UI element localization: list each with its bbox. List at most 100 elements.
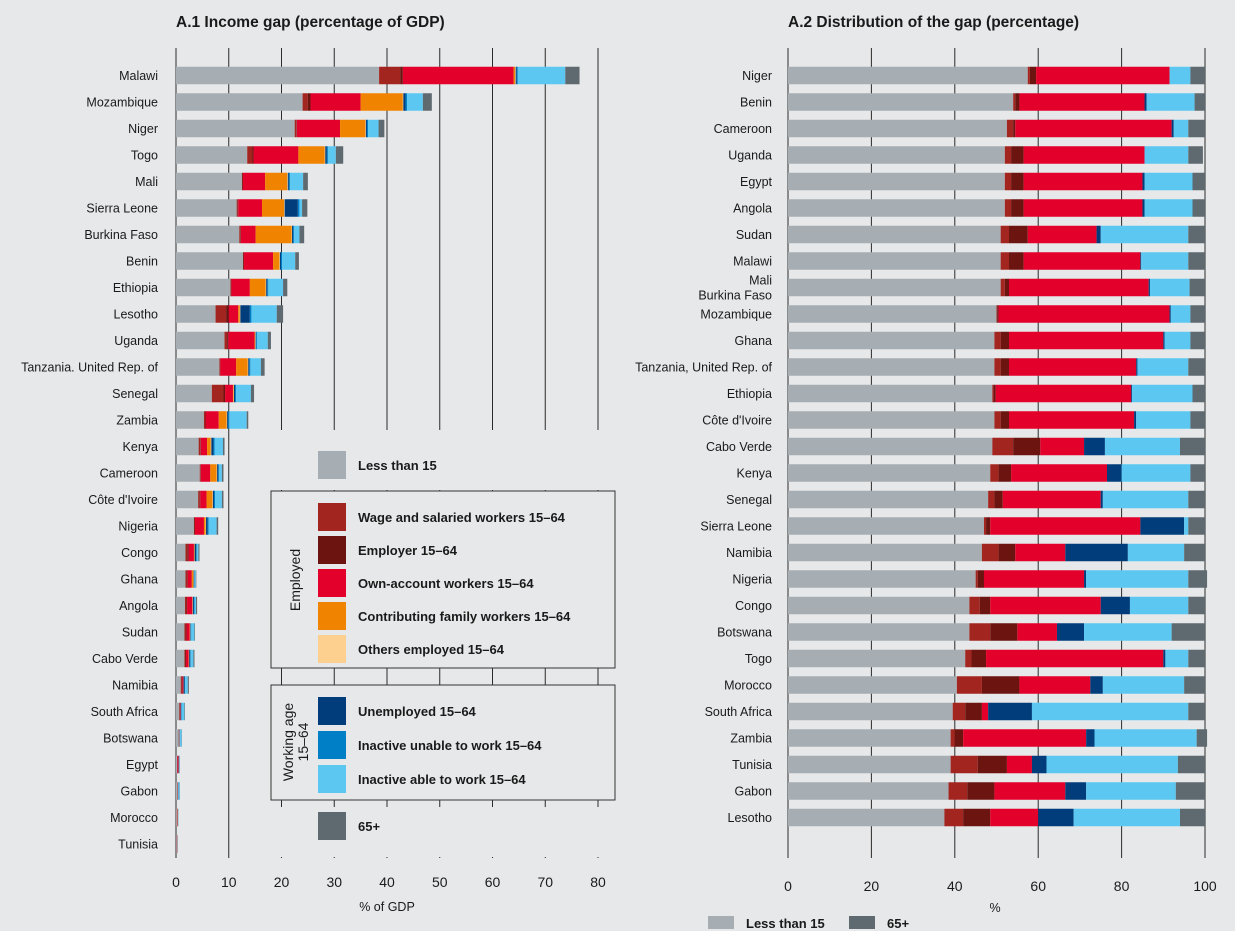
bar-segment-g65 (303, 172, 308, 191)
category-label-line: Botswana (717, 626, 772, 640)
bar-segment-wage (203, 411, 206, 429)
category-label: Ghana (120, 573, 158, 587)
bar-segment-unemployed (1134, 411, 1137, 429)
x-tick-label: 40 (947, 878, 963, 894)
bar-segment-wage (1004, 172, 1012, 191)
category-label-line: Botswana (103, 732, 158, 746)
bar-row-cameroon (788, 119, 1205, 138)
category-label-line: Senegal (726, 493, 772, 507)
bar-segment-family (360, 93, 403, 111)
bar-segment-own (995, 384, 1132, 403)
bar-segment-unemployed (217, 464, 219, 482)
category-label-line: Cameroon (714, 122, 772, 136)
legend2-label-less-than-15: Less than 15 (746, 916, 825, 931)
bar-segment-able (229, 411, 247, 429)
bar-segment-able (181, 702, 185, 721)
bar-segment-own (1023, 199, 1143, 217)
category-label: Congo (121, 546, 158, 560)
bar-segment-own (1017, 623, 1057, 641)
bar-segment-unemployed (1140, 252, 1142, 270)
bar-segment-employer (993, 384, 996, 403)
bar-segment-employer (243, 252, 245, 270)
category-label: Niger (742, 69, 772, 83)
bar-segment-able (299, 199, 303, 217)
bar-segment-unemployed (1163, 331, 1165, 350)
bar-row-tanzania-united-rep-of (788, 358, 1205, 376)
bar-segment-own (242, 172, 266, 191)
bar-segment-g65 (1190, 331, 1205, 350)
bar-segment-employer (994, 490, 1003, 509)
bar-segment-able (282, 252, 296, 270)
bar-segment-unemployed (515, 66, 517, 85)
bar-segment-employer (1000, 358, 1010, 376)
bar-segment-unemployed (1084, 437, 1105, 456)
bar-segment-able (178, 782, 180, 800)
bar-segment-lt15 (788, 252, 1001, 270)
bar-segment-wage (247, 146, 253, 164)
bar-row-c-te-d-ivoire (788, 411, 1205, 429)
bar-segment-employer (186, 623, 187, 641)
bar-segment-g65 (1188, 225, 1205, 244)
bar-segment-unemployed (325, 146, 327, 164)
bar-segment-wage (1013, 93, 1016, 111)
bar-segment-unable (293, 225, 295, 244)
bar-segment-lt15 (176, 119, 295, 138)
bar-segment-own (1023, 252, 1141, 270)
bar-segment-own (228, 305, 239, 323)
bar-segment-able (1086, 782, 1176, 800)
bar-row-morocco (788, 676, 1205, 694)
bar-segment-g65 (1188, 252, 1205, 270)
bar-segment-own (188, 543, 194, 562)
bar-segment-employer (200, 437, 201, 456)
category-label: South Africa (91, 705, 158, 719)
category-label-line: Burkina Faso (698, 289, 772, 303)
bar-segment-lt15 (176, 808, 177, 827)
bar-segment-able (1031, 702, 1189, 721)
bar-segment-unemployed (192, 596, 194, 615)
bar-segment-able (294, 225, 300, 244)
bar-row-tunisia (176, 835, 178, 853)
category-label: Ethiopia (727, 387, 772, 401)
legend-label-own-account: Own-account workers 15–64 (358, 576, 534, 591)
legend-item-65-plus: 65+ (318, 812, 380, 840)
bar-segment-lt15 (176, 464, 200, 482)
bar-segment-lt15 (788, 808, 945, 827)
bar-segment-lt15 (788, 172, 1005, 191)
bar-segment-unable (190, 649, 191, 668)
bar-segment-lt15 (788, 331, 995, 350)
category-label-line: Tunisia (118, 838, 158, 852)
chart-a2-title: A.2 Distribution of the gap (percentage) (788, 14, 1079, 31)
bar-segment-lt15 (176, 490, 199, 509)
bar-segment-own (1040, 437, 1085, 456)
bar-row-congo (176, 543, 200, 562)
category-label-line: Angola (119, 599, 158, 613)
bar-segment-g65 (187, 676, 189, 694)
bar-segment-lt15 (788, 66, 1028, 85)
bar-segment-unable (297, 199, 300, 217)
bar-segment-employer (186, 596, 188, 615)
category-label: Cabo Verde (706, 440, 772, 454)
category-label-line: Côte d'Ivoire (88, 493, 158, 507)
bar-segment-unemployed (1038, 808, 1074, 827)
bar-segment-employer (1015, 93, 1020, 111)
bar-segment-wage (994, 411, 1001, 429)
bar-segment-g65 (1192, 384, 1205, 403)
bar-segment-g65 (196, 596, 198, 615)
bar-segment-own (177, 755, 179, 774)
bar-row-ethiopia (176, 278, 288, 297)
bar-row-namibia (788, 543, 1205, 562)
category-label: Angola (733, 202, 772, 216)
bar-segment-unemployed (988, 702, 1032, 721)
category-label-line: Tanzania, United Rep. of (635, 361, 772, 375)
bar-segment-unemployed (1171, 119, 1174, 138)
bar-segment-unemployed (212, 490, 214, 509)
legend-label-unemployed: Unemployed 15–64 (358, 704, 477, 719)
bar-segment-lt15 (176, 411, 204, 429)
legend-swatch-less-than-15 (318, 451, 346, 479)
legend-swatch-others (318, 635, 346, 663)
bar-segment-lt15 (788, 358, 995, 376)
bar-segment-family (254, 331, 256, 350)
bar-row-togo (176, 146, 344, 164)
bar-segment-g65 (194, 623, 195, 641)
bar-segment-unemployed (206, 517, 208, 535)
